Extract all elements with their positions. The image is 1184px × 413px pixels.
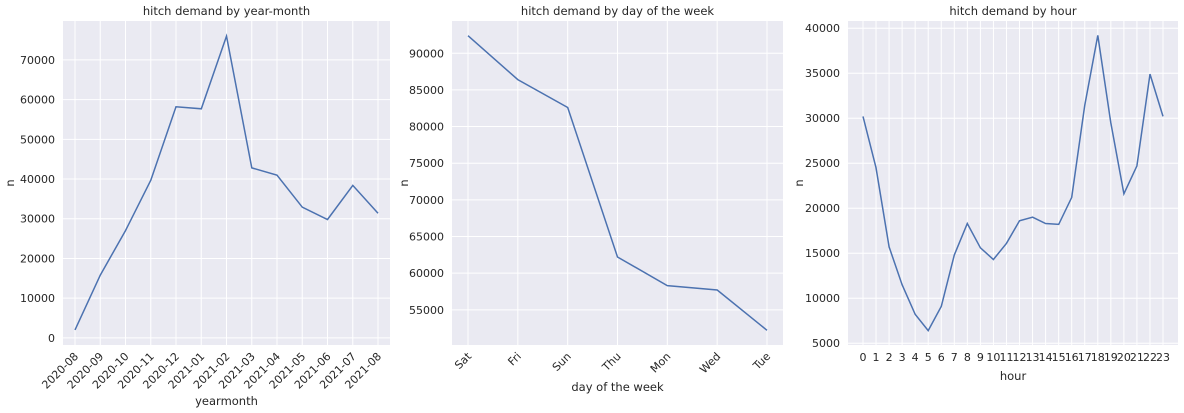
x-tick-label: 1 bbox=[873, 351, 880, 364]
x-tick-label: 10 bbox=[986, 351, 1000, 364]
x-tick-label: 13 bbox=[1026, 351, 1040, 364]
x-tick-label: 16 bbox=[1065, 351, 1079, 364]
y-axis-label: n bbox=[3, 179, 17, 186]
x-tick-label: Sun bbox=[550, 350, 574, 374]
x-tick-label: 23 bbox=[1156, 351, 1170, 364]
chart-title: hitch demand by year-month bbox=[143, 4, 310, 18]
series-line-1 bbox=[74, 33, 379, 331]
y-tick-label: 50000 bbox=[20, 133, 55, 146]
y-tick-label: 30000 bbox=[805, 112, 840, 125]
x-tick-label: 5 bbox=[925, 351, 932, 364]
x-tick-label: Mon bbox=[648, 350, 674, 376]
y-tick-label: 60000 bbox=[20, 94, 55, 107]
x-tick-label: 17 bbox=[1078, 351, 1092, 364]
y-axis-label: n bbox=[397, 179, 411, 186]
x-tick-label: 15 bbox=[1052, 351, 1066, 364]
y-tick-label: 85000 bbox=[409, 84, 444, 97]
y-tick-label: 15000 bbox=[805, 247, 840, 260]
x-tick-label: 21 bbox=[1130, 351, 1144, 364]
y-tick-label: 75000 bbox=[409, 157, 444, 170]
y-axis-label: n bbox=[792, 179, 806, 186]
x-tick-label: Tue bbox=[750, 350, 773, 373]
y-tick-label: 30000 bbox=[20, 213, 55, 226]
x-tick-label: 18 bbox=[1091, 351, 1105, 364]
x-axis-label: day of the week bbox=[571, 380, 664, 394]
x-tick-label: 14 bbox=[1039, 351, 1053, 364]
x-tick-label: Sat bbox=[452, 349, 474, 371]
x-tick-label: 20 bbox=[1117, 351, 1131, 364]
x-tick-label: 6 bbox=[938, 351, 945, 364]
x-tick-label: 12 bbox=[1013, 351, 1027, 364]
y-tick-label: 40000 bbox=[805, 22, 840, 35]
y-tick-label: 65000 bbox=[409, 231, 444, 244]
y-tick-label: 70000 bbox=[409, 194, 444, 207]
x-tick-label: 22 bbox=[1143, 351, 1157, 364]
x-axis-label: yearmonth bbox=[195, 394, 258, 408]
x-tick-label: 3 bbox=[899, 351, 906, 364]
y-tick-label: 20000 bbox=[20, 252, 55, 265]
y-tick-label: 40000 bbox=[20, 173, 55, 186]
x-tick-label: 11 bbox=[999, 351, 1013, 364]
series-line-3 bbox=[862, 35, 1164, 332]
x-tick-label: Fri bbox=[505, 350, 523, 368]
y-tick-label: 70000 bbox=[20, 54, 55, 67]
y-tick-label: 5000 bbox=[812, 337, 840, 350]
x-tick-label: 0 bbox=[860, 351, 867, 364]
y-tick-label: 10000 bbox=[805, 292, 840, 305]
y-tick-label: 10000 bbox=[20, 292, 55, 305]
series-line-2 bbox=[467, 35, 768, 331]
y-tick-label: 60000 bbox=[409, 267, 444, 280]
chart-title: hitch demand by day of the week bbox=[521, 4, 715, 18]
x-tick-label: 7 bbox=[951, 351, 958, 364]
x-tick-label: 9 bbox=[977, 351, 984, 364]
y-tick-label: 20000 bbox=[805, 202, 840, 215]
x-axis-label: hour bbox=[1000, 369, 1027, 383]
x-tick-label: Wed bbox=[697, 350, 723, 376]
y-tick-label: 90000 bbox=[409, 47, 444, 60]
plot-area-3 bbox=[848, 21, 1178, 345]
y-tick-label: 80000 bbox=[409, 121, 444, 134]
y-tick-label: 0 bbox=[48, 332, 55, 345]
x-tick-label: 19 bbox=[1104, 351, 1118, 364]
x-tick-label: 2 bbox=[886, 351, 893, 364]
y-tick-label: 55000 bbox=[409, 304, 444, 317]
x-tick-label: 8 bbox=[964, 351, 971, 364]
y-tick-label: 25000 bbox=[805, 157, 840, 170]
chart-title: hitch demand by hour bbox=[949, 4, 1077, 18]
x-tick-label: 4 bbox=[912, 351, 919, 364]
y-tick-label: 35000 bbox=[805, 67, 840, 80]
x-tick-label: Thu bbox=[599, 350, 624, 375]
